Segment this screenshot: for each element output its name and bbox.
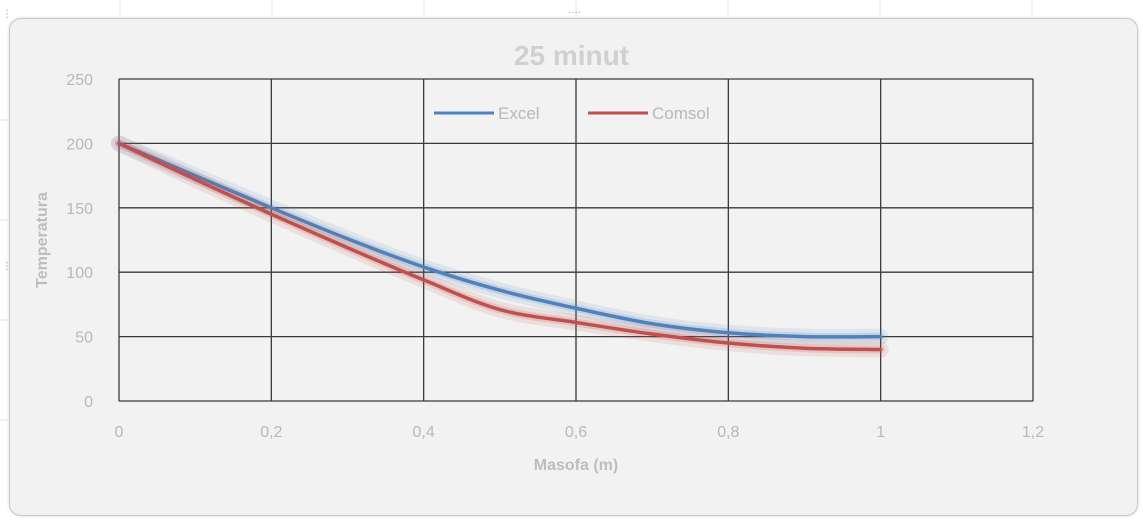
series-glow-inner-comsol (115, 139, 885, 354)
series-line-comsol[interactable] (117, 141, 883, 352)
series-lines (111, 135, 889, 358)
legend-label-comsol: Comsol (652, 104, 710, 123)
tick-labels: 0 0,2 0,4 0,6 0,8 1 1,2 0 50 100 150 200 250 (66, 72, 1044, 441)
gridlines (118, 78, 1034, 402)
y-tick-label: 50 (75, 330, 93, 347)
chart-area[interactable] (9, 18, 1138, 516)
y-tick-label: 0 (84, 394, 93, 411)
x-tick-label: 0,6 (565, 424, 587, 441)
x-tick-label: 0,4 (413, 424, 435, 441)
resize-handle-top-left[interactable]: ⋮ (2, 9, 12, 20)
y-axis-title: Temperatura (34, 192, 51, 288)
resize-handle-left[interactable]: ⋮ (2, 261, 12, 272)
y-tick-label: 250 (66, 72, 93, 89)
y-tick-label: 200 (66, 136, 93, 153)
resize-handle-top[interactable]: ···· (568, 7, 582, 18)
x-tick-label: 0,8 (717, 424, 739, 441)
legend-label-excel: Excel (498, 104, 540, 123)
series-line-excel[interactable] (117, 141, 883, 339)
x-tick-label: 1 (876, 424, 885, 441)
legend: Excel Comsol (434, 104, 710, 123)
y-tick-label: 100 (66, 265, 93, 282)
x-axis-title: Masofa (m) (534, 457, 618, 474)
series-glow-comsol (111, 135, 889, 358)
chart-title: 25 minut (513, 40, 630, 71)
x-tick-label: 0 (115, 424, 124, 441)
x-tick-label: 1,2 (1022, 424, 1044, 441)
y-tick-label: 150 (66, 201, 93, 218)
x-tick-label: 0,2 (260, 424, 282, 441)
